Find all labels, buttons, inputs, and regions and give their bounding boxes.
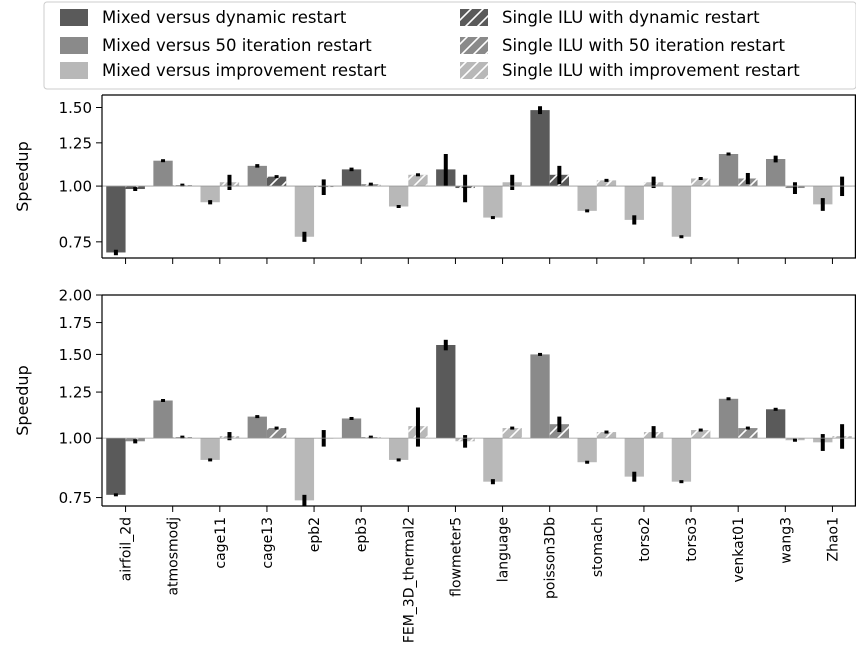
x-tick-label: cage11 bbox=[213, 517, 229, 569]
x-tick-label: venkat01 bbox=[731, 517, 747, 583]
bar-single-hatch-stomach bbox=[596, 432, 617, 439]
bar-single-hatch-FEM_3D_thermal2 bbox=[408, 174, 428, 187]
legend-swatch-hatch bbox=[460, 37, 488, 54]
x-tick-label: torso2 bbox=[637, 517, 653, 562]
bar-single-hatch-torso3 bbox=[691, 430, 711, 439]
bar-mixed-epb2 bbox=[294, 438, 315, 501]
y-tick-label: 0.75 bbox=[59, 233, 92, 251]
x-tick-label: epb2 bbox=[307, 517, 323, 552]
bar-mixed-cage13 bbox=[247, 165, 267, 187]
bar-mixed-airfoil_2d bbox=[106, 186, 126, 253]
x-tick-label: FEM_3D_thermal2 bbox=[401, 517, 417, 643]
legend-label: Single ILU with 50 iteration restart bbox=[502, 36, 786, 55]
x-tick-label: cage13 bbox=[260, 517, 276, 569]
legend-label: Mixed versus improvement restart bbox=[102, 61, 387, 80]
legend-label: Single ILU with dynamic restart bbox=[502, 8, 760, 27]
y-tick-label: 1.00 bbox=[59, 178, 92, 196]
bar-mixed-cage11 bbox=[200, 438, 220, 460]
legend-swatch bbox=[60, 9, 88, 26]
legend-label: Mixed versus dynamic restart bbox=[102, 8, 347, 27]
bar-mixed-atmosmodj bbox=[153, 160, 173, 187]
bar-mixed-venkat01 bbox=[718, 154, 739, 187]
y-tick-label: 1.50 bbox=[59, 99, 92, 117]
x-tick-label: wang3 bbox=[778, 517, 794, 564]
bar-mixed-venkat01 bbox=[718, 398, 739, 439]
bar-mixed-epb2 bbox=[294, 186, 315, 237]
y-tick-label: 1.50 bbox=[59, 346, 92, 364]
x-tick-label: language bbox=[496, 517, 512, 582]
x-tick-label: epb3 bbox=[354, 517, 370, 552]
y-tick-label: 1.25 bbox=[59, 134, 92, 152]
bar-mixed-torso3 bbox=[671, 186, 692, 237]
legend: Mixed versus dynamic restart Single ILU w… bbox=[43, 1, 856, 90]
y-tick-label: 1.00 bbox=[59, 430, 92, 448]
legend-label: Mixed versus 50 iteration restart bbox=[102, 36, 372, 55]
x-tick-label: airfoil_2d bbox=[119, 517, 135, 581]
bar-single-hatch-language bbox=[502, 428, 522, 439]
bar-mixed-torso3 bbox=[671, 438, 692, 482]
bottom-panel: 0.75 1.00 1.25 1.50 1.75 2.00 Speedup airfoil_2… bbox=[13, 287, 856, 643]
top-panel: 0.75 1.00 1.25 1.50 Speedup bbox=[13, 94, 856, 264]
y-tick-label: 0.75 bbox=[59, 489, 92, 507]
bar-mixed-epb3 bbox=[341, 169, 362, 187]
bar-single-hatch-torso3 bbox=[691, 178, 711, 187]
x-tick-label: poisson3Db bbox=[543, 517, 559, 599]
legend-swatch-hatch bbox=[460, 62, 488, 79]
bar-mixed-wang3 bbox=[765, 159, 786, 187]
y-tick-label: 2.00 bbox=[59, 287, 92, 305]
bar-mixed-flowmeter5 bbox=[436, 344, 456, 439]
bar-mixed-FEM_3D_thermal2 bbox=[388, 186, 409, 207]
bar-mixed-stomach bbox=[577, 438, 597, 463]
bar-mixed-poisson3Db bbox=[530, 110, 550, 187]
bar-mixed-Zhao1 bbox=[813, 186, 833, 205]
legend-swatch-hatch bbox=[460, 9, 488, 26]
bar-single-hatch-cage13 bbox=[266, 428, 287, 439]
y-axis-label: Speedup bbox=[13, 141, 32, 211]
y-tick-label: 1.25 bbox=[59, 384, 92, 402]
legend-swatch bbox=[60, 62, 88, 79]
y-tick-label: 1.75 bbox=[59, 314, 92, 332]
bar-mixed-cage11 bbox=[200, 186, 220, 203]
bar-mixed-poisson3Db bbox=[530, 354, 550, 439]
legend-frame bbox=[43, 1, 856, 90]
bar-mixed-atmosmodj bbox=[153, 400, 173, 439]
y-axis-label: Speedup bbox=[13, 365, 32, 435]
bar-mixed-airfoil_2d bbox=[106, 438, 126, 495]
x-tick-label: torso3 bbox=[684, 517, 700, 562]
x-tick-label: stomach bbox=[590, 517, 606, 577]
bar-single-hatch-stomach bbox=[596, 180, 617, 187]
bar-mixed-wang3 bbox=[765, 409, 786, 439]
bar-mixed-FEM_3D_thermal2 bbox=[388, 438, 409, 460]
bar-single-hatch-cage13 bbox=[266, 176, 287, 187]
bar-single-hatch-venkat01 bbox=[738, 428, 758, 439]
bar-mixed-language bbox=[483, 438, 503, 482]
x-tick-label: atmosmodj bbox=[166, 517, 182, 596]
bar-mixed-epb3 bbox=[341, 418, 362, 439]
bar-mixed-torso2 bbox=[624, 186, 644, 220]
bar-mixed-cage13 bbox=[247, 416, 267, 439]
legend-swatch bbox=[60, 37, 88, 54]
x-tick-label: flowmeter5 bbox=[448, 517, 464, 597]
x-tick-label: Zhao1 bbox=[825, 517, 841, 562]
bar-mixed-stomach bbox=[577, 186, 597, 211]
legend-label: Single ILU with improvement restart bbox=[502, 61, 800, 80]
bar-mixed-torso2 bbox=[624, 438, 644, 477]
bar-mixed-language bbox=[483, 186, 503, 218]
